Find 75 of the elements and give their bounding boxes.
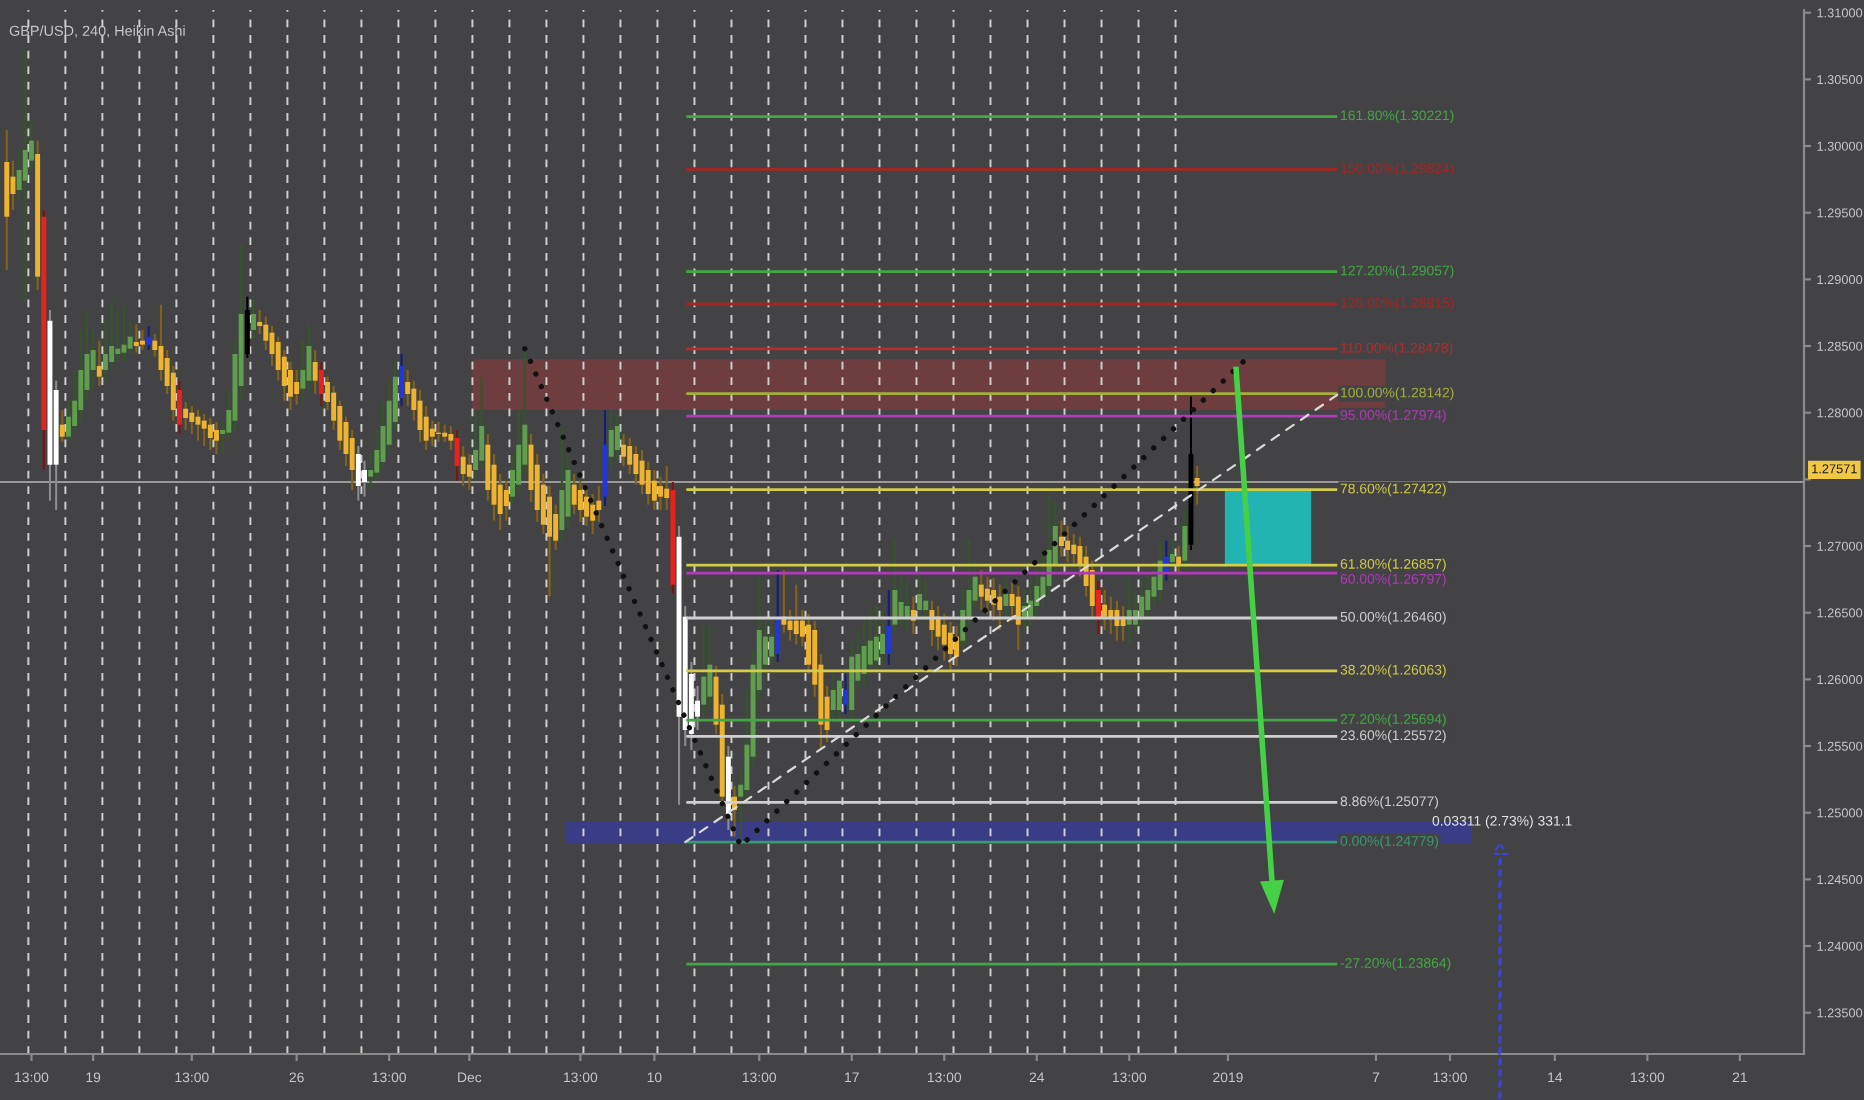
candlestick [843,672,849,716]
candlestick [947,620,953,672]
candlestick [1126,575,1132,646]
candlestick [214,420,219,456]
candlestick [22,48,28,302]
candlestick [1058,519,1064,558]
candlestick [207,416,213,452]
candlestick [978,568,984,612]
candlestick [1139,579,1145,628]
candlestick [133,323,139,354]
candlestick [1169,539,1175,572]
candlestick [362,459,367,498]
candlestick [707,623,713,712]
candlestick [836,675,842,724]
candlestick [318,360,324,408]
candlestick [917,568,923,622]
candlestick [941,612,947,662]
candlestick [584,484,589,528]
candlestick [466,452,472,492]
candlestick [898,568,904,628]
candlestick [664,464,670,512]
candlestick [244,295,250,360]
candlestick [608,408,614,472]
candlestick [294,368,300,406]
candlestick [183,400,189,432]
candlestick [997,583,1003,632]
candlestick [590,492,596,536]
candlestick [621,432,626,468]
candlestick [201,412,207,448]
candlestick [873,604,879,672]
candlestick [448,424,454,452]
candlestick [429,419,435,448]
candlestick [571,472,577,516]
candlestick [904,579,910,632]
candlestick [1102,588,1108,632]
candlestick [1003,572,1009,618]
candlestick [775,568,781,664]
candlestick [399,352,404,408]
candlestick [701,623,707,718]
candlestick [1176,544,1182,576]
candlestick [984,575,990,616]
candlestick [96,339,102,388]
candlestick [189,404,195,436]
candlestick [793,583,799,646]
candlestick [251,295,256,342]
candlestick [880,608,886,668]
candlestick [503,479,509,522]
candlestick [886,588,892,666]
candlestick [892,539,898,636]
candlestick [312,348,318,396]
candlestick [177,379,182,436]
candlestick [146,324,152,352]
candlestick [460,444,466,488]
candlestick [140,328,145,352]
candlestick [559,428,565,544]
candlestick [1046,492,1052,598]
candlestick [1108,595,1114,636]
candlestick [614,412,620,464]
candlestick [1065,524,1071,564]
candlestick [633,444,639,486]
candlestick [651,468,657,512]
candlestick [1015,584,1021,652]
candlestick [577,479,583,524]
candlestick [929,599,935,648]
candlestick [1095,579,1101,636]
candlestick [59,408,65,444]
candlestick [1182,508,1188,572]
candlestick [10,159,16,212]
candlestick [115,308,121,364]
candlestick [830,668,836,724]
candlestick [1194,464,1200,506]
candlestick [1132,588,1138,636]
candlestick [923,579,929,622]
candlestick [355,444,361,502]
candlestick [769,619,775,668]
